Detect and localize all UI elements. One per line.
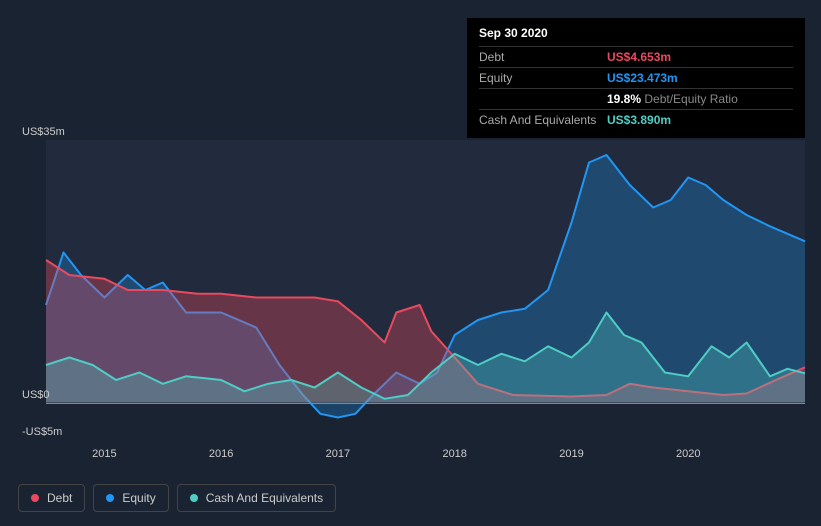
y-axis-label: US$0	[22, 389, 50, 401]
tooltip-row-cash: Cash And Equivalents US$3.890m	[479, 109, 793, 130]
tooltip-label: Cash And Equivalents	[479, 113, 607, 127]
x-axis-label: 2016	[209, 448, 233, 460]
x-axis-label: 2018	[442, 448, 466, 460]
tooltip-value: US$3.890m	[607, 113, 671, 127]
legend-dot-icon	[106, 494, 114, 502]
legend-label: Debt	[47, 491, 72, 505]
tooltip-label	[479, 92, 607, 106]
tooltip-row-debt: Debt US$4.653m	[479, 46, 793, 67]
legend-item-equity[interactable]: Equity	[93, 484, 168, 512]
x-axis-label: 2015	[92, 448, 116, 460]
chart-plot[interactable]	[46, 140, 805, 440]
legend-label: Cash And Equivalents	[206, 491, 323, 505]
chart-legend: Debt Equity Cash And Equivalents	[18, 484, 336, 512]
tooltip-value: US$4.653m	[607, 50, 671, 64]
tooltip-value: US$23.473m	[607, 71, 678, 85]
legend-dot-icon	[31, 494, 39, 502]
chart-zero-line	[46, 403, 805, 404]
x-axis-label: 2017	[326, 448, 350, 460]
legend-label: Equity	[122, 491, 155, 505]
x-axis-label: 2019	[559, 448, 583, 460]
tooltip-row-equity: Equity US$23.473m	[479, 67, 793, 88]
chart-container: US$35m US$0 -US$5m 2015 2016 2017 2018 2019 2020	[16, 120, 805, 460]
tooltip-label: Debt	[479, 50, 607, 64]
y-axis-label: US$35m	[22, 126, 65, 138]
tooltip-label: Equity	[479, 71, 607, 85]
legend-dot-icon	[190, 494, 198, 502]
tooltip-date: Sep 30 2020	[479, 26, 793, 46]
legend-item-debt[interactable]: Debt	[18, 484, 85, 512]
chart-tooltip: Sep 30 2020 Debt US$4.653m Equity US$23.…	[467, 18, 805, 138]
tooltip-value: 19.8% Debt/Equity Ratio	[607, 92, 738, 106]
tooltip-row-ratio: 19.8% Debt/Equity Ratio	[479, 88, 793, 109]
legend-item-cash[interactable]: Cash And Equivalents	[177, 484, 336, 512]
y-axis-label: -US$5m	[22, 426, 62, 438]
chart-svg	[46, 140, 805, 440]
x-axis-label: 2020	[676, 448, 700, 460]
